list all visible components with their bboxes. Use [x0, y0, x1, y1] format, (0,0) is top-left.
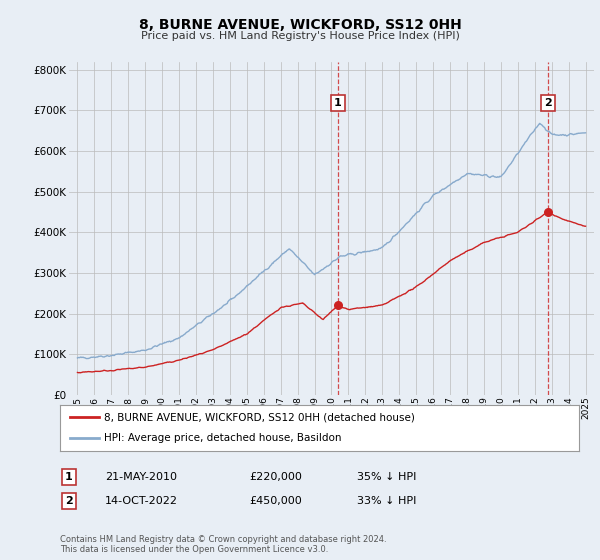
Text: 21-MAY-2010: 21-MAY-2010 [105, 472, 177, 482]
Text: 8, BURNE AVENUE, WICKFORD, SS12 0HH (detached house): 8, BURNE AVENUE, WICKFORD, SS12 0HH (det… [104, 412, 415, 422]
Text: 1: 1 [65, 472, 73, 482]
Text: 35% ↓ HPI: 35% ↓ HPI [357, 472, 416, 482]
Text: 33% ↓ HPI: 33% ↓ HPI [357, 496, 416, 506]
Text: 1: 1 [334, 98, 342, 108]
Point [544, 207, 553, 216]
Text: 2: 2 [65, 496, 73, 506]
Text: 14-OCT-2022: 14-OCT-2022 [105, 496, 178, 506]
Text: £450,000: £450,000 [249, 496, 302, 506]
Text: HPI: Average price, detached house, Basildon: HPI: Average price, detached house, Basi… [104, 433, 341, 444]
Point [333, 301, 343, 310]
Text: 8, BURNE AVENUE, WICKFORD, SS12 0HH: 8, BURNE AVENUE, WICKFORD, SS12 0HH [139, 18, 461, 32]
Text: £220,000: £220,000 [249, 472, 302, 482]
Text: Contains HM Land Registry data © Crown copyright and database right 2024.
This d: Contains HM Land Registry data © Crown c… [60, 535, 386, 554]
Text: 2: 2 [544, 98, 552, 108]
Text: Price paid vs. HM Land Registry's House Price Index (HPI): Price paid vs. HM Land Registry's House … [140, 31, 460, 41]
